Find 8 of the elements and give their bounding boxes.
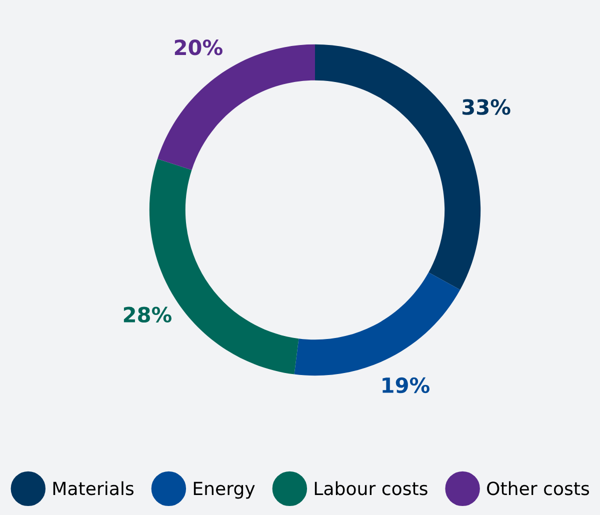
legend-label: Labour costs [314,481,428,496]
data-label: 20% [174,40,222,56]
legend-label: Other costs [487,481,590,496]
legend-label: Materials [53,481,134,496]
legend-label: Energy [194,482,255,499]
data-label: 28% [124,306,172,323]
data-label: 33% [462,99,510,115]
data-label: 19% [382,377,430,394]
